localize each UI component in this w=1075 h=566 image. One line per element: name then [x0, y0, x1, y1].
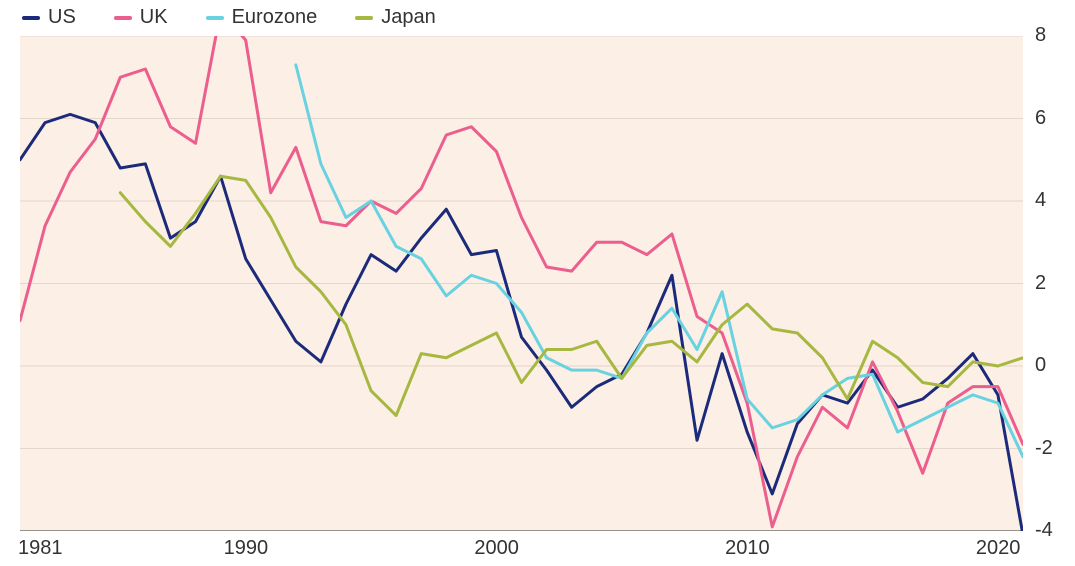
y-tick-label: 6 [1035, 107, 1046, 130]
chart-svg [20, 36, 1023, 531]
series-line [20, 114, 1023, 531]
x-tick-label: 2000 [474, 537, 519, 560]
legend-swatch-eurozone [206, 16, 224, 20]
legend-item-us: US [22, 6, 76, 29]
y-tick-label: 2 [1035, 272, 1046, 295]
legend-item-uk: UK [114, 6, 168, 29]
x-tick-label: 2010 [725, 537, 770, 560]
y-tick-label: -2 [1035, 437, 1053, 460]
legend-label-eurozone: Eurozone [232, 6, 318, 29]
legend: US UK Eurozone Japan [22, 6, 436, 29]
y-tick-label: 0 [1035, 354, 1046, 377]
line-chart: US UK Eurozone Japan -4 -2 0 2 4 6 8 1981 1990 20… [0, 0, 1075, 566]
legend-label-us: US [48, 6, 76, 29]
legend-item-japan: Japan [355, 6, 436, 29]
legend-item-eurozone: Eurozone [206, 6, 318, 29]
y-tick-label: -4 [1035, 519, 1053, 542]
series-line [120, 176, 1023, 415]
legend-swatch-japan [355, 16, 373, 20]
series-line [20, 36, 1023, 527]
x-tick-label: 1990 [224, 537, 269, 560]
x-tick-label: 2020 [976, 537, 1021, 560]
legend-swatch-uk [114, 16, 132, 20]
plot-area [20, 36, 1023, 531]
legend-swatch-us [22, 16, 40, 20]
legend-label-uk: UK [140, 6, 168, 29]
y-tick-label: 8 [1035, 24, 1046, 47]
x-tick-label: 1981 [18, 537, 63, 560]
y-tick-label: 4 [1035, 189, 1046, 212]
legend-label-japan: Japan [381, 6, 436, 29]
